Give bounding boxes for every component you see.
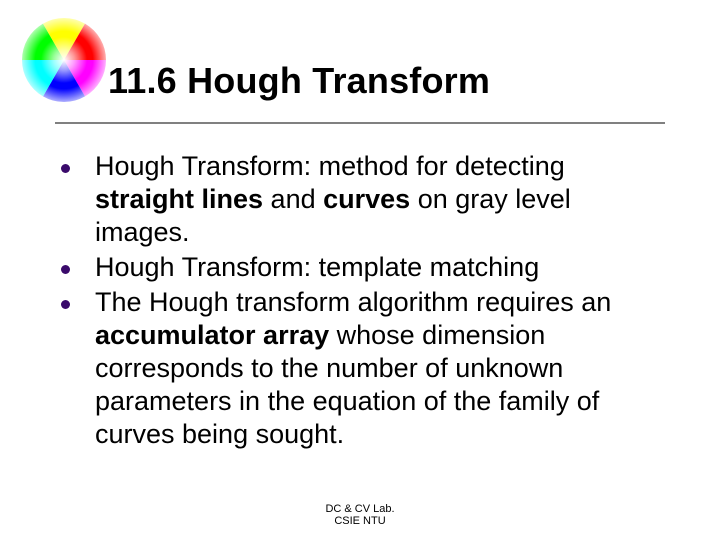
bullet-text: Hough Transform: template matching [95,251,670,284]
bullet-marker [55,251,95,279]
bullet-dot-icon [61,164,70,173]
bullet-marker [55,150,95,178]
slide: 11.6 Hough Transform Hough Transform: me… [0,0,720,540]
bold-run: curves [323,184,410,214]
title-underline [55,122,665,124]
bold-run: accumulator array [95,320,329,350]
bullet-dot-icon [61,265,70,274]
slide-footer: DC & CV Lab. CSIE NTU [0,503,720,528]
footer-line-1: DC & CV Lab. [0,503,720,516]
bullet-dot-icon [61,300,70,309]
text-run: Hough Transform: method for detecting [95,151,565,181]
bullet-item: Hough Transform: method for detecting st… [55,150,670,249]
bullet-item: The Hough transform algorithm requires a… [55,286,670,451]
bullet-text: Hough Transform: method for detecting st… [95,150,670,249]
bold-run: straight lines [95,184,263,214]
bullet-marker [55,286,95,314]
text-run: and [263,184,323,214]
bullet-text: The Hough transform algorithm requires a… [95,286,670,451]
text-run: The Hough transform algorithm requires a… [95,287,611,317]
slide-body: Hough Transform: method for detecting st… [55,150,670,452]
text-run: Hough Transform: template matching [95,252,539,282]
color-wheel-icon [22,18,106,102]
footer-line-2: CSIE NTU [0,515,720,528]
slide-title: 11.6 Hough Transform [108,60,680,102]
bullet-item: Hough Transform: template matching [55,251,670,284]
